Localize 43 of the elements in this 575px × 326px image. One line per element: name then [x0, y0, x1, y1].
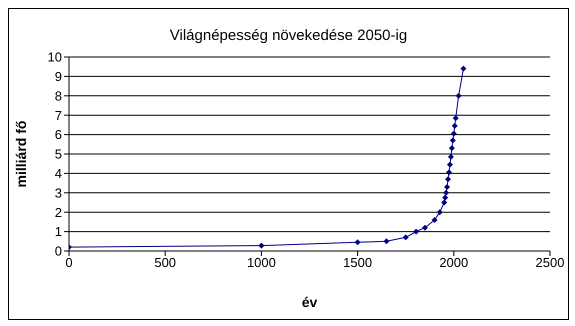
point — [448, 154, 454, 160]
point — [448, 145, 455, 152]
x-tick-label: 500 — [154, 255, 176, 270]
x-tick-label: 1500 — [343, 255, 372, 270]
point — [441, 200, 448, 206]
point — [444, 184, 450, 190]
point — [258, 242, 264, 249]
point — [383, 238, 390, 244]
point — [445, 176, 452, 182]
point — [456, 92, 462, 99]
x-tick-label: 2000 — [439, 255, 468, 270]
y-tick-label: 2 — [54, 204, 62, 220]
y-axis-title: milliárd fő — [12, 120, 29, 188]
point — [436, 209, 443, 216]
point — [443, 190, 450, 196]
y-tick-label: 5 — [54, 146, 62, 162]
point — [402, 234, 409, 240]
y-tick-label: 4 — [54, 166, 62, 182]
x-tick-label: 2500 — [536, 255, 564, 270]
x-axis-title: év — [302, 294, 318, 310]
y-tick-label: 8 — [54, 88, 62, 104]
y-tick-label: 7 — [54, 108, 62, 123]
y-tick-label: 1 — [54, 224, 62, 240]
point — [354, 239, 361, 246]
y-tick-label: 0 — [54, 244, 62, 259]
point — [446, 169, 452, 176]
point — [446, 162, 453, 168]
y-tick-label: 9 — [54, 69, 62, 84]
y-tick-label: 3 — [54, 185, 62, 200]
point — [413, 228, 420, 235]
y-tick-label: 10 — [48, 50, 62, 65]
point — [442, 194, 448, 201]
x-tick-label: 0 — [65, 255, 73, 270]
point — [450, 130, 457, 137]
point — [422, 224, 428, 231]
x-tick-label: 1000 — [246, 255, 276, 270]
y-tick-label: 6 — [54, 127, 62, 142]
chart-title: Világnépesség növekedése 2050-ig — [168, 27, 408, 44]
point — [450, 137, 456, 144]
point — [452, 122, 458, 129]
point — [432, 216, 438, 223]
point — [460, 66, 466, 72]
point — [452, 115, 459, 122]
